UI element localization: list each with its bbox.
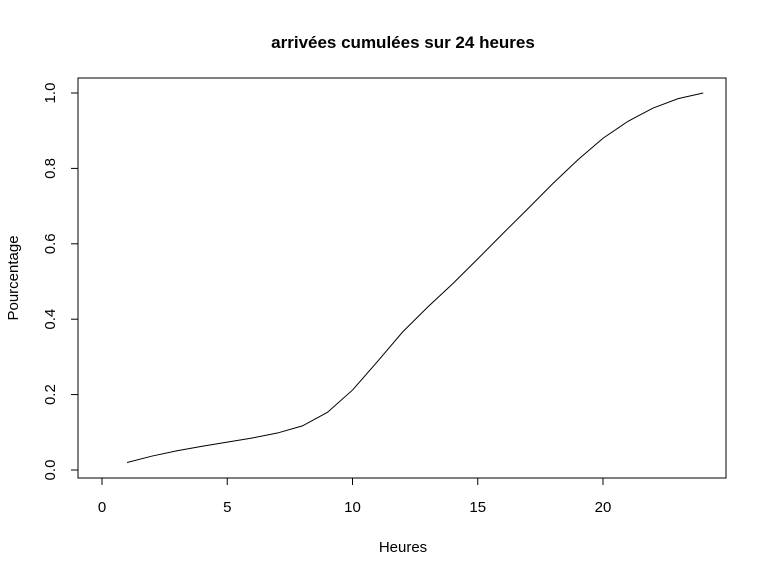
x-tick-label: 5 xyxy=(223,499,231,516)
x-tick-label: 10 xyxy=(344,499,361,516)
y-tick-label: 0.0 xyxy=(42,460,59,481)
y-tick-label: 0.2 xyxy=(42,384,59,405)
x-axis: 0 5 10 15 20 xyxy=(98,477,612,516)
y-tick-label: 1.0 xyxy=(42,83,59,104)
y-tick-label: 0.4 xyxy=(42,309,59,330)
plot-frame xyxy=(77,77,727,479)
x-tick-label: 20 xyxy=(595,499,612,516)
y-tick-label: 0.8 xyxy=(42,158,59,179)
x-tick-label: 15 xyxy=(469,499,486,516)
y-axis-label: Pourcentage xyxy=(5,235,22,320)
y-axis: 0.0 0.2 0.4 0.6 0.8 1.0 xyxy=(42,83,79,481)
x-axis-label: Heures xyxy=(379,539,427,556)
chart-title: arrivées cumulées sur 24 heures xyxy=(271,33,535,52)
x-tick-label: 0 xyxy=(98,499,106,516)
y-tick-label: 0.6 xyxy=(42,233,59,254)
series-line xyxy=(126,92,704,463)
